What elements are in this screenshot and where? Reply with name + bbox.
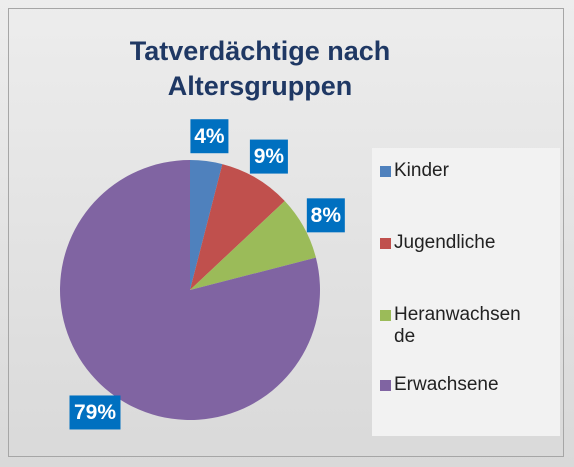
- chart-title: Tatverdächtige nach Altersgruppen: [129, 36, 391, 101]
- data-label-box: [306, 198, 345, 233]
- pie-slice: [190, 160, 223, 290]
- legend-item: Erwachsene: [380, 374, 530, 396]
- data-label-box: [69, 395, 121, 430]
- legend-item: Kinder: [380, 160, 530, 182]
- data-label-box: [190, 119, 229, 154]
- legend-swatch: [380, 310, 391, 321]
- data-label: 79%: [74, 401, 116, 424]
- data-label: 9%: [254, 145, 285, 168]
- data-label-box: [249, 139, 288, 174]
- chart-frame: [8, 8, 564, 457]
- pie-slice: [60, 160, 321, 420]
- legend-label: Heranwachsende: [394, 304, 521, 347]
- legend-label: Erwachsene: [394, 374, 499, 395]
- data-label: 8%: [311, 204, 342, 227]
- legend-swatch: [380, 238, 391, 249]
- legend: Kinder Jugendliche Heranwachsende Erwachsen…: [372, 148, 560, 436]
- data-label: 4%: [194, 125, 225, 148]
- pie-slice: [190, 164, 285, 290]
- legend-swatch: [380, 380, 391, 391]
- legend-item: Heranwachsende: [380, 304, 530, 348]
- legend-label: Kinder: [394, 160, 449, 181]
- legend-item: Jugendliche: [380, 232, 530, 254]
- pie-slice: [190, 201, 316, 290]
- legend-label: Jugendliche: [394, 232, 496, 253]
- legend-swatch: [380, 166, 391, 177]
